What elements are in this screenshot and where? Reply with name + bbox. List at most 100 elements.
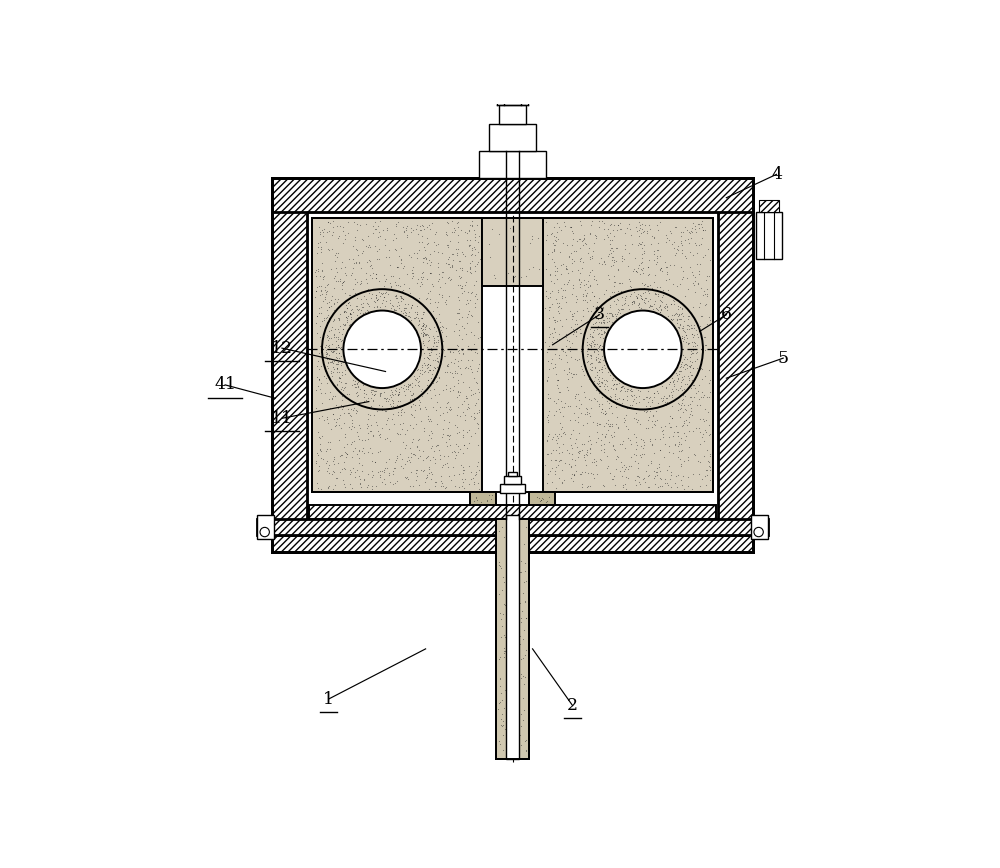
Point bbox=[549, 261, 565, 275]
Point bbox=[359, 418, 375, 431]
Point bbox=[341, 420, 357, 434]
Point bbox=[426, 444, 442, 457]
Point bbox=[576, 231, 592, 245]
Point bbox=[328, 350, 344, 364]
Point bbox=[556, 424, 572, 438]
Point bbox=[610, 363, 626, 377]
Point bbox=[688, 386, 704, 400]
Point bbox=[647, 290, 663, 304]
Point bbox=[564, 370, 580, 384]
Point bbox=[671, 321, 687, 335]
Point bbox=[450, 215, 466, 229]
Point bbox=[672, 320, 688, 334]
Point bbox=[381, 250, 397, 264]
Point bbox=[409, 299, 425, 313]
Point bbox=[541, 404, 557, 418]
Point bbox=[561, 250, 577, 264]
Point bbox=[609, 241, 625, 255]
Point bbox=[320, 416, 336, 430]
Point bbox=[426, 244, 442, 258]
Point bbox=[673, 473, 689, 487]
Point bbox=[686, 335, 702, 349]
Point bbox=[330, 312, 346, 326]
Point bbox=[464, 253, 480, 267]
Point bbox=[379, 431, 395, 444]
Point bbox=[337, 266, 353, 280]
Point bbox=[539, 433, 555, 447]
Point bbox=[564, 312, 580, 326]
Point bbox=[470, 331, 486, 345]
Point bbox=[432, 279, 448, 293]
Point bbox=[318, 287, 334, 301]
Point bbox=[499, 609, 515, 623]
Point bbox=[638, 464, 654, 478]
Point bbox=[612, 384, 628, 398]
Point bbox=[672, 296, 688, 310]
Point bbox=[330, 303, 346, 317]
Point bbox=[594, 303, 610, 317]
Point bbox=[687, 219, 703, 233]
Point bbox=[494, 619, 510, 633]
Point bbox=[670, 404, 686, 418]
Point bbox=[421, 253, 437, 266]
Point bbox=[688, 238, 704, 252]
Point bbox=[675, 360, 691, 374]
Point bbox=[393, 409, 409, 423]
Point bbox=[538, 285, 554, 299]
Point bbox=[676, 325, 692, 339]
Point bbox=[481, 237, 497, 251]
Point bbox=[691, 300, 707, 314]
Point bbox=[324, 366, 340, 380]
Point bbox=[363, 399, 379, 413]
Point bbox=[408, 418, 424, 431]
Point bbox=[610, 392, 626, 406]
Point bbox=[557, 290, 573, 304]
Point bbox=[463, 388, 479, 402]
Point bbox=[681, 309, 697, 323]
Point bbox=[316, 369, 332, 383]
Point bbox=[622, 433, 638, 447]
Point bbox=[686, 328, 702, 342]
Point bbox=[331, 346, 347, 360]
Point bbox=[524, 233, 540, 247]
Point bbox=[596, 326, 612, 339]
Point bbox=[399, 219, 415, 233]
Point bbox=[374, 421, 390, 435]
Point bbox=[499, 696, 515, 710]
Point bbox=[360, 419, 376, 433]
Point bbox=[349, 377, 365, 391]
Point bbox=[381, 392, 397, 406]
Point bbox=[604, 419, 620, 433]
Point bbox=[346, 378, 362, 391]
Point bbox=[335, 298, 351, 312]
Point bbox=[328, 471, 344, 485]
Point bbox=[324, 353, 340, 367]
Point bbox=[506, 700, 522, 714]
Point bbox=[414, 323, 430, 337]
Bar bbox=[257, 518, 768, 536]
Point bbox=[694, 385, 710, 399]
Point bbox=[601, 314, 617, 328]
Point bbox=[428, 371, 444, 385]
Point bbox=[630, 286, 646, 300]
Point bbox=[331, 374, 347, 388]
Point bbox=[677, 378, 693, 391]
Point bbox=[415, 444, 431, 457]
Point bbox=[554, 292, 570, 306]
Point bbox=[407, 362, 423, 376]
Point bbox=[437, 457, 453, 470]
Point bbox=[308, 384, 324, 398]
Point bbox=[348, 379, 364, 393]
Point bbox=[310, 264, 326, 278]
Point bbox=[359, 421, 375, 435]
Point bbox=[312, 382, 328, 396]
Point bbox=[602, 378, 618, 392]
Point bbox=[508, 688, 524, 702]
Point bbox=[696, 284, 712, 298]
Point bbox=[573, 219, 589, 233]
Point bbox=[563, 438, 579, 452]
Point bbox=[637, 328, 653, 342]
Circle shape bbox=[322, 289, 442, 410]
Point bbox=[624, 295, 640, 309]
Point bbox=[403, 225, 419, 239]
